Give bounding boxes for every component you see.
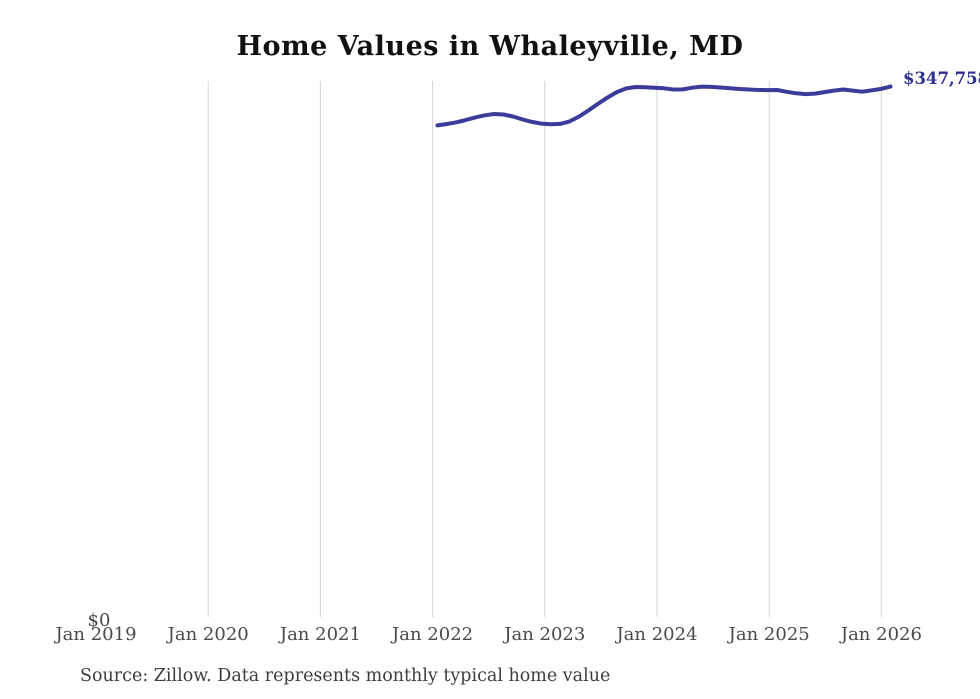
y-axis-zero-label: $0 [88, 610, 111, 631]
x-axis-label: Jan 2025 [727, 624, 810, 645]
x-axis-label: Jan 2022 [390, 624, 473, 645]
end-value-label: $347,758 [903, 69, 980, 88]
x-axis-label: Jan 2020 [166, 624, 249, 645]
x-axis-label: Jan 2024 [614, 624, 697, 645]
chart-title: Home Values in Whaleyville, MD [236, 31, 744, 62]
x-axis-label: Jan 2021 [278, 624, 361, 645]
source-note: Source: Zillow. Data represents monthly … [80, 666, 611, 686]
home-value-line [435, 84, 893, 128]
x-axis-label: Jan 2023 [502, 624, 585, 645]
x-axis-label: Jan 2026 [839, 624, 922, 645]
x-axis-label: Jan 2019 [53, 624, 136, 645]
